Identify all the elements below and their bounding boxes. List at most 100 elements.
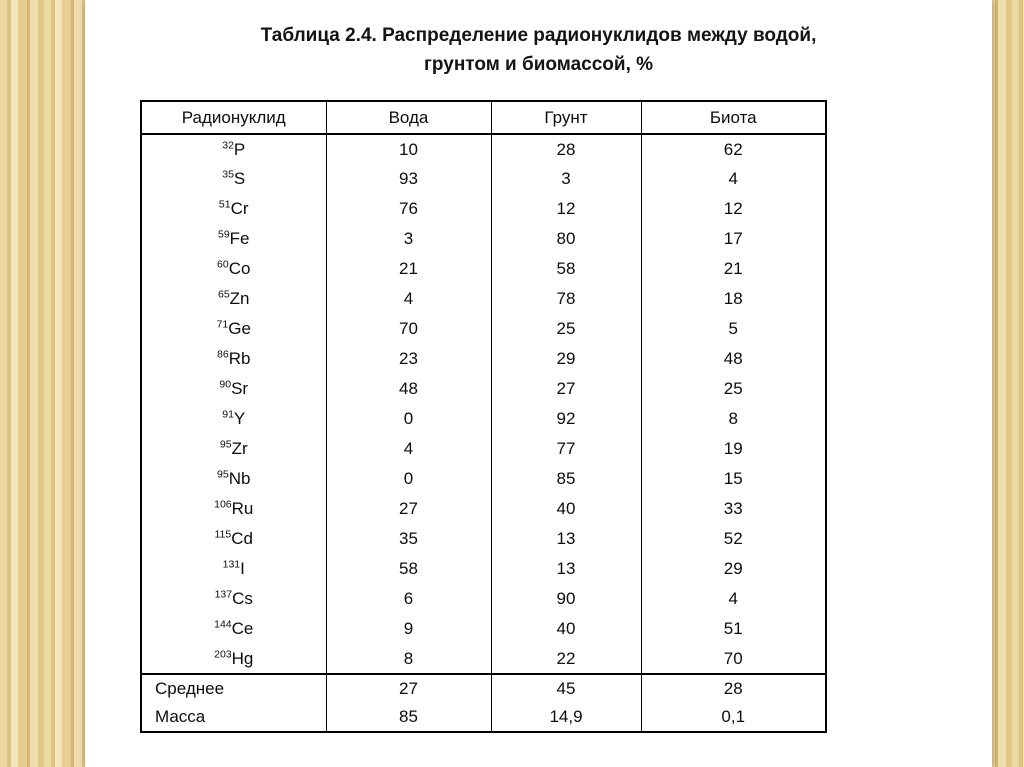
cell-biota: 4 (640, 584, 827, 614)
cell-biota: 12 (640, 194, 827, 224)
mass-number: 203 (214, 647, 232, 660)
table-row: 106Ru 27 40 33 (140, 494, 827, 524)
cell-water: 3 (325, 224, 492, 254)
cell-water: 8 (325, 644, 492, 674)
cell-soil: 40 (490, 614, 642, 644)
table-row: 203Hg 8 22 70 (140, 644, 827, 674)
table-row: 60Co 21 58 21 (140, 254, 827, 284)
cell-radionuclide: 115Cd (140, 524, 327, 554)
table-row: 65Zn 4 78 18 (140, 284, 827, 314)
slide-content: Таблица 2.4. Распределение радионуклидов… (85, 0, 992, 767)
title-line-1: Таблица 2.4. Распределение радионуклидов… (260, 25, 817, 46)
cell-soil: 58 (490, 254, 642, 284)
summary-row: Среднее 27 45 28 (140, 673, 827, 703)
cell-radionuclide: 60Co (140, 254, 327, 284)
cell-soil: 77 (490, 434, 642, 464)
table-row: 71Ge 70 25 5 (140, 314, 827, 344)
cell-radionuclide: 32P (140, 134, 327, 164)
cell-water: 0 (325, 464, 492, 494)
mass-number: 51 (218, 198, 231, 211)
summary-label: Среднее (140, 673, 327, 703)
cell-radionuclide: 35S (140, 164, 327, 194)
cell-soil: 25 (490, 314, 642, 344)
cell-radionuclide: 137Cs (140, 584, 327, 614)
cell-biota: 25 (640, 374, 827, 404)
mass-number: 90 (219, 378, 232, 391)
cell-biota: 18 (640, 284, 827, 314)
cell-soil: 80 (490, 224, 642, 254)
cell-soil: 14,9 (490, 703, 642, 732)
mass-number: 95 (219, 438, 232, 451)
table-row: 91Y 0 92 8 (140, 404, 827, 434)
mass-number: 35 (222, 168, 234, 181)
table-row: 95Nb 0 85 15 (140, 464, 827, 494)
cell-soil: 92 (490, 404, 642, 434)
cell-soil: 28 (490, 134, 642, 164)
cell-water: 4 (325, 284, 492, 314)
summary-label: Масса (140, 703, 327, 732)
cell-soil: 85 (490, 464, 642, 494)
cell-water: 27 (325, 494, 492, 524)
cell-radionuclide: 144Ce (140, 614, 327, 644)
cell-water: 93 (325, 164, 492, 194)
table-row: 51Cr 76 12 12 (140, 194, 827, 224)
cell-biota: 28 (640, 673, 827, 703)
cell-radionuclide: 51Cr (140, 194, 327, 224)
table-row: 59Fe 3 80 17 (140, 224, 827, 254)
cell-radionuclide: 71Ge (140, 314, 327, 344)
cell-water: 4 (325, 434, 492, 464)
cell-water: 0 (325, 404, 492, 434)
title-line-2: грунтом и биомассой, % (423, 54, 654, 76)
column-header-soil: Грунт (490, 101, 642, 135)
cell-radionuclide: 86Rb (140, 344, 327, 374)
cell-radionuclide: 65Zn (140, 284, 327, 314)
cell-radionuclide: 131I (140, 554, 327, 584)
cell-water: 70 (325, 314, 492, 344)
cell-biota: 4 (640, 164, 827, 194)
cell-biota: 15 (640, 464, 827, 494)
cell-radionuclide: 106Ru (140, 494, 327, 524)
mass-number: 91 (222, 408, 234, 421)
cell-water: 10 (325, 134, 492, 164)
cell-soil: 40 (490, 494, 642, 524)
cell-biota: 48 (640, 344, 827, 374)
mass-number: 71 (216, 318, 229, 331)
cell-soil: 22 (490, 644, 642, 674)
table-row: 144Ce 9 40 51 (140, 614, 827, 644)
column-header-radionuclide: Радионуклид (140, 101, 327, 135)
cell-biota: 17 (640, 224, 827, 254)
table-row: 90Sr 48 27 25 (140, 374, 827, 404)
mass-number: 32 (222, 138, 234, 151)
table-row: 115Cd 35 13 52 (140, 524, 827, 554)
cell-biota: 5 (640, 314, 827, 344)
mass-number: 86 (217, 348, 229, 361)
mass-number: 137 (214, 588, 233, 601)
cell-water: 9 (325, 614, 492, 644)
cell-soil: 29 (490, 344, 642, 374)
cell-water: 23 (325, 344, 492, 374)
cell-soil: 78 (490, 284, 642, 314)
cell-biota: 0,1 (640, 703, 827, 732)
column-header-biota: Биота (640, 101, 827, 135)
column-header-water: Вода (325, 101, 492, 135)
table-row: 131I 58 13 29 (140, 554, 827, 584)
mass-number: 144 (214, 618, 232, 631)
mass-number: 65 (217, 288, 230, 301)
mass-number: 60 (217, 258, 229, 271)
cell-biota: 52 (640, 524, 827, 554)
cell-soil: 3 (490, 164, 642, 194)
cell-water: 48 (325, 374, 492, 404)
table-row: 32P 10 28 62 (140, 134, 827, 164)
cell-water: 58 (325, 554, 492, 584)
cell-biota: 33 (640, 494, 827, 524)
cell-water: 27 (325, 673, 492, 703)
cell-radionuclide: 95Nb (140, 464, 327, 494)
cell-radionuclide: 91Y (140, 404, 327, 434)
cell-radionuclide: 95Zr (140, 434, 327, 464)
cell-biota: 62 (640, 134, 827, 164)
table-row: 95Zr 4 77 19 (140, 434, 827, 464)
mass-number: 115 (214, 528, 232, 541)
summary-row: Масса 85 14,9 0,1 (140, 703, 827, 732)
slide-title: Таблица 2.4. Распределение радионуклидов… (85, 21, 992, 80)
table-header-row: Радионуклид Вода Грунт Биота (140, 101, 827, 135)
